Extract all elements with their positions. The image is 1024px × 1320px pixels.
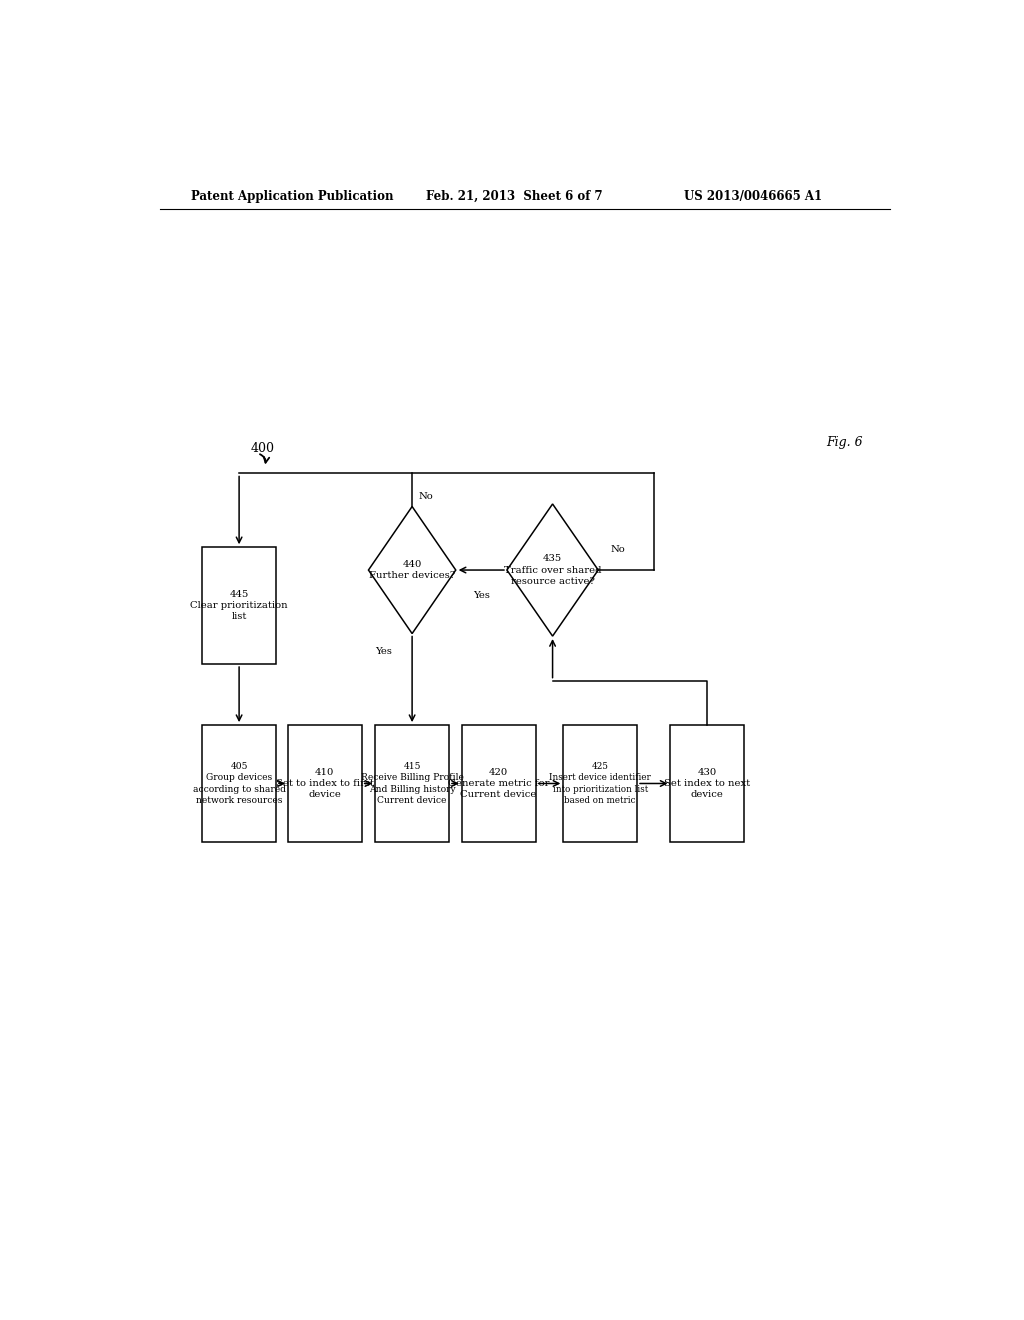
Text: 410
Set to index to first
device: 410 Set to index to first device	[275, 768, 374, 799]
Bar	[462, 725, 536, 842]
Text: 440
Further devices?: 440 Further devices?	[369, 560, 456, 579]
Text: 445
Clear prioritization
list: 445 Clear prioritization list	[190, 590, 288, 622]
Text: 400: 400	[251, 442, 275, 454]
Text: Feb. 21, 2013  Sheet 6 of 7: Feb. 21, 2013 Sheet 6 of 7	[426, 190, 602, 202]
Text: 405
Group devices
according to shared
network resources: 405 Group devices according to shared ne…	[193, 763, 286, 805]
Text: 425
Insert device identifier
into prioritization list
based on metric: 425 Insert device identifier into priori…	[549, 763, 651, 805]
Bar	[288, 725, 361, 842]
Bar	[671, 725, 744, 842]
Bar	[202, 548, 276, 664]
Text: Yes: Yes	[376, 647, 392, 656]
Text: No: No	[419, 492, 433, 500]
Bar	[375, 725, 449, 842]
Text: 415
Receive Billing Profile
And Billing history
Current device: 415 Receive Billing Profile And Billing …	[360, 763, 464, 805]
Text: Yes: Yes	[473, 591, 489, 601]
Text: No: No	[610, 545, 625, 554]
Polygon shape	[507, 504, 598, 636]
Bar	[202, 725, 276, 842]
Text: 420
Generate metric for
Current device: 420 Generate metric for Current device	[447, 768, 549, 799]
Text: US 2013/0046665 A1: US 2013/0046665 A1	[684, 190, 821, 202]
Polygon shape	[369, 507, 456, 634]
Text: 430
Set index to next
device: 430 Set index to next device	[665, 768, 751, 799]
Text: 435
Traffic over shared
resource active?: 435 Traffic over shared resource active?	[504, 554, 601, 586]
Text: Patent Application Publication: Patent Application Publication	[191, 190, 394, 202]
Bar	[563, 725, 637, 842]
Text: Fig. 6: Fig. 6	[826, 437, 863, 450]
